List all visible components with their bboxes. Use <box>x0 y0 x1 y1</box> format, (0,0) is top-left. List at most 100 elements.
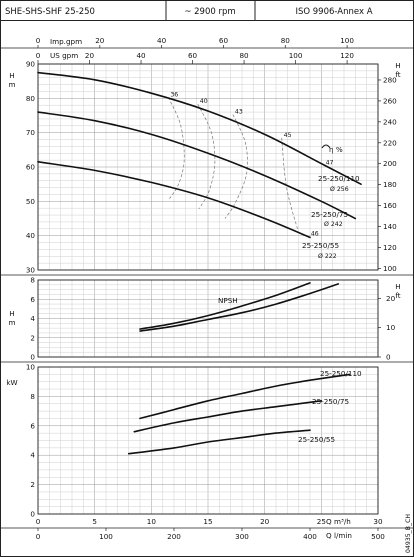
head-ytick-left: 80 <box>26 94 36 103</box>
bottom-lmin-tick-label: 0 <box>36 532 41 541</box>
head-ylabel-left-unit: m <box>8 80 15 89</box>
top-us-tick-label: 40 <box>136 51 146 60</box>
head-ytick-left: 90 <box>26 60 36 69</box>
head-ylabel-right-unit: ft <box>395 70 400 79</box>
head-ytick-left: 30 <box>26 266 36 275</box>
npsh-ytick-left: 2 <box>30 333 35 342</box>
head-ytick-right: 200 <box>383 159 397 168</box>
power-ytick-left: 8 <box>30 392 35 401</box>
npsh-ylabel-right: H <box>395 282 400 291</box>
header-speed: ~ 2900 rpm <box>184 7 235 17</box>
top-imp-tick-label: 100 <box>340 36 354 45</box>
head-ytick-right: 120 <box>383 243 397 252</box>
power-series-1 <box>133 400 323 433</box>
plot-frame-head <box>37 63 379 271</box>
head-ytick-right: 220 <box>383 138 397 147</box>
top-us-label: US gpm <box>50 51 78 60</box>
head-ytick-right: 260 <box>383 96 397 105</box>
drawing-code: 04935_B_CH <box>405 514 412 553</box>
header-bar: SHE-SHS-SHF 25-250 ~ 2900 rpm ISO 9906-A… <box>0 0 414 21</box>
power-series-0 <box>139 373 351 420</box>
top-us-tick-label: 0 <box>36 51 41 60</box>
efficiency-curve-45 <box>281 137 298 229</box>
top-imp-tick-label: 40 <box>157 36 167 45</box>
head-series-0 <box>37 71 362 185</box>
bottom-m3h-tick-label: 20 <box>260 517 270 526</box>
npsh-ytick-right: 20 <box>386 294 396 303</box>
top-imp-tick-label: 80 <box>281 36 291 45</box>
head-ytick-left: 40 <box>26 231 36 240</box>
bottom-lmin-tick-label: 300 <box>235 532 249 541</box>
top-us-tick-label: 100 <box>289 51 303 60</box>
top-us-tick-label: 60 <box>188 51 198 60</box>
grid <box>37 63 379 515</box>
power-ytick-left: 0 <box>30 510 35 519</box>
head-ytick-right: 100 <box>383 264 397 273</box>
npsh-ytick-left: 8 <box>30 276 35 285</box>
top-imp-tick-label: 20 <box>95 36 105 45</box>
head-ylabel-right: H <box>395 61 400 70</box>
npsh-ylabel-left: H <box>9 309 14 318</box>
label-diam-256: Ø 256 <box>330 185 349 193</box>
plot-frame-power <box>37 366 379 515</box>
head-ytick-left: 60 <box>26 163 36 172</box>
npsh-ytick-left: 6 <box>30 295 35 304</box>
label-diam-222: Ø 222 <box>318 252 337 260</box>
efficiency-label-45: 45 <box>284 132 292 139</box>
bottom-m3h-tick-label: 25 <box>317 517 326 526</box>
efficiency-curve-43 <box>224 114 248 219</box>
efficiency-label-36: 36 <box>170 91 178 98</box>
top-us-tick-label: 20 <box>85 51 95 60</box>
label-head-75: 25-250/75 <box>311 210 348 219</box>
label-head-55: 25-250/55 <box>302 241 339 250</box>
bottom-m3h-tick-label: 0 <box>36 517 41 526</box>
head-ytick-right: 280 <box>383 75 397 84</box>
bottom-m3h-tick-label: 10 <box>147 517 157 526</box>
bottom-m3h-tick-label: 5 <box>92 517 97 526</box>
bottom-lmin-label: Q l/min <box>326 531 352 540</box>
top-imp-tick-label: 60 <box>219 36 229 45</box>
power-ytick-left: 4 <box>30 451 35 460</box>
npsh-label: NPSH <box>218 296 238 305</box>
series-labels: 25-250/110 Ø 256 25-250/75 Ø 242 25-250/… <box>218 145 362 444</box>
efficiency-label-46: 46 <box>311 230 319 237</box>
head-ylabel-left: H <box>9 71 14 80</box>
top-us-tick-label: 120 <box>340 51 354 60</box>
unit-labels: Imp.gpm US gpm Q m³/h Q l/min <box>50 37 352 540</box>
top-imp-tick-label: 0 <box>36 36 41 45</box>
head-ytick-left: 50 <box>26 197 36 206</box>
eta-symbol-mark <box>321 144 331 149</box>
header-standard: ISO 9906-Annex A <box>295 7 372 17</box>
power-ytick-left: 6 <box>30 421 35 430</box>
npsh-ytick-left: 4 <box>30 314 35 323</box>
head-ytick-left: 70 <box>26 128 36 137</box>
npsh-series-0 <box>139 282 311 330</box>
bottom-lmin-tick-label: 100 <box>99 532 113 541</box>
bottom-m3h-label: Q m³/h <box>326 517 351 526</box>
efficiency-label-43: 43 <box>235 108 243 115</box>
npsh-ytick-right: 0 <box>386 353 391 362</box>
top-imp-label: Imp.gpm <box>50 37 82 46</box>
bottom-lmin-tick-label: 500 <box>371 532 385 541</box>
header-series: SHE-SHS-SHF 25-250 <box>5 7 95 17</box>
power-ylabel-left: kW <box>6 378 17 387</box>
head-ytick-right: 240 <box>383 117 397 126</box>
head-ytick-right: 160 <box>383 201 397 210</box>
top-us-tick-label: 80 <box>239 51 249 60</box>
npsh-ylabel-left-unit: m <box>8 318 15 327</box>
power-ytick-left: 10 <box>26 363 36 372</box>
plot-frame-npsh <box>37 279 379 358</box>
bottom-lmin-tick-label: 400 <box>303 532 317 541</box>
label-diam-242: Ø 242 <box>324 220 343 228</box>
npsh-ylabel-right-unit: ft <box>395 291 400 300</box>
series-lines <box>37 71 362 455</box>
head-ytick-right: 180 <box>383 180 397 189</box>
label-power-75: 25-250/75 <box>312 397 349 406</box>
npsh-ytick-right: 10 <box>386 323 396 332</box>
efficiency-label-40: 40 <box>200 98 208 105</box>
label-head-110: 25-250/110 <box>318 174 360 183</box>
power-ytick-left: 2 <box>30 480 35 489</box>
npsh-ytick-left: 0 <box>30 353 35 362</box>
